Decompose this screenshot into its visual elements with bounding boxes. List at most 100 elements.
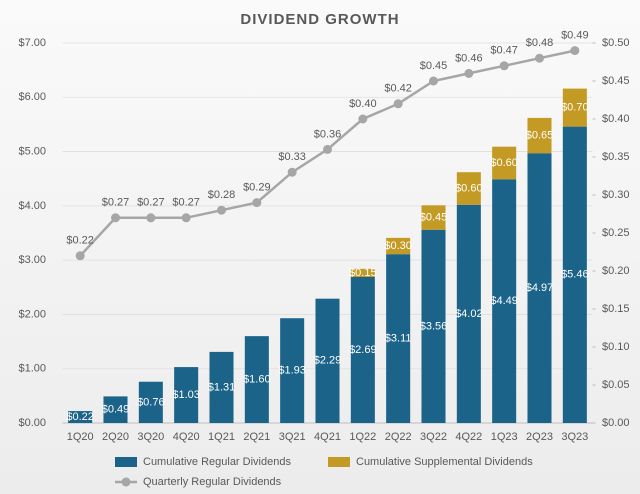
line-point <box>499 61 509 71</box>
line-point <box>111 213 120 223</box>
line-value-label: $0.33 <box>278 151 306 163</box>
bar-value-label: $1.03 <box>172 389 200 401</box>
legend-label: Cumulative Regular Dividends <box>143 456 291 468</box>
bar <box>492 179 517 423</box>
bar <box>350 268 375 277</box>
y2-tick-label: $0.50 <box>602 37 630 49</box>
bar <box>527 117 552 154</box>
line-point <box>252 198 262 208</box>
bar <box>315 298 340 423</box>
y2-tick-label: $0.45 <box>602 75 630 87</box>
chart-title: DIVIDEND GROWTH <box>240 11 399 28</box>
bar <box>527 153 552 423</box>
y2-tick-label: $0.40 <box>602 113 630 125</box>
x-tick-label: 2Q21 <box>243 431 270 443</box>
legend-label: Cumulative Supplemental Dividends <box>356 456 533 468</box>
bar-value-label: $0.22 <box>66 411 94 423</box>
bar <box>174 367 199 423</box>
x-tick-label: 2Q22 <box>385 431 412 443</box>
y-tick-label: $6.00 <box>18 91 46 103</box>
bar <box>138 381 163 423</box>
y-tick-label: $7.00 <box>18 37 46 49</box>
line-value-label: $0.27 <box>102 197 130 209</box>
bar <box>421 229 446 423</box>
x-tick-label: 3Q21 <box>279 431 306 443</box>
y-tick-label: $3.00 <box>18 254 46 266</box>
line-point <box>393 99 403 109</box>
x-tick-label: 1Q21 <box>208 431 235 443</box>
x-tick-label: 2Q23 <box>526 431 553 443</box>
bar <box>209 351 234 423</box>
bar-value-label: $0.76 <box>137 396 165 408</box>
bar-value-label: $2.69 <box>349 344 377 356</box>
bar-value-label: $5.46 <box>561 269 589 281</box>
x-tick-label: 3Q20 <box>137 431 164 443</box>
x-tick-label: 3Q23 <box>561 431 588 443</box>
line-value-label: $0.46 <box>455 52 483 64</box>
bar <box>456 172 481 205</box>
line-value-label: $0.45 <box>420 60 448 72</box>
y2-tick-label: $0.25 <box>602 227 630 239</box>
bar <box>562 126 587 423</box>
line-point <box>75 251 85 261</box>
x-tick-label: 1Q22 <box>349 431 376 443</box>
bar-value-label: $0.49 <box>102 404 130 416</box>
bar-value-label: $4.02 <box>455 308 483 320</box>
line-point <box>146 213 156 223</box>
bar-value-label: $1.60 <box>243 373 271 385</box>
bar-value-label: $3.56 <box>420 320 448 332</box>
line-point <box>323 144 332 154</box>
line-point <box>535 53 544 63</box>
line-point <box>181 213 191 223</box>
bar <box>386 237 411 255</box>
line-value-label: $0.28 <box>208 189 236 201</box>
line-value-label: $0.40 <box>349 98 377 110</box>
bar-value-label: $0.60 <box>455 182 483 194</box>
line-value-label: $0.27 <box>172 197 200 209</box>
line-point <box>464 68 474 78</box>
bar-value-label: $0.60 <box>490 157 518 169</box>
legend-swatch <box>115 457 137 467</box>
bar <box>492 146 517 180</box>
line-value-label: $0.48 <box>526 37 554 49</box>
x-tick-label: 2Q20 <box>102 431 129 443</box>
y2-tick-label: $0.00 <box>602 417 630 429</box>
bar <box>350 276 375 423</box>
line-point <box>570 46 580 56</box>
legend-swatch <box>121 477 131 487</box>
line-point <box>287 167 297 177</box>
bar-value-label: $0.45 <box>420 211 448 223</box>
line-point <box>217 205 226 215</box>
bar <box>456 204 481 423</box>
bar-value-label: $0.65 <box>526 129 554 141</box>
x-tick-label: 4Q22 <box>455 431 482 443</box>
bar <box>103 396 128 423</box>
y-tick-label: $1.00 <box>18 363 46 375</box>
y2-tick-label: $0.05 <box>602 379 630 391</box>
line-value-label: $0.49 <box>561 30 589 42</box>
bar <box>68 411 93 423</box>
line-value-label: $0.22 <box>66 235 94 247</box>
legend-swatch <box>328 457 350 467</box>
x-tick-label: 1Q20 <box>67 431 94 443</box>
line-value-label: $0.36 <box>314 128 342 140</box>
bar-value-label: $2.29 <box>314 355 342 367</box>
bar-value-label: $0.15 <box>349 267 377 279</box>
bar-value-label: $1.93 <box>278 365 306 377</box>
bar <box>280 318 305 423</box>
y2-tick-label: $0.10 <box>602 341 630 353</box>
bar-value-label: $4.49 <box>490 295 518 307</box>
bar-value-label: $3.11 <box>385 332 412 344</box>
bar-value-label: $1.31 <box>208 381 236 393</box>
x-tick-label: 3Q22 <box>420 431 447 443</box>
bar <box>244 336 269 423</box>
y2-tick-label: $0.35 <box>602 151 630 163</box>
x-tick-label: 4Q20 <box>173 431 200 443</box>
y-tick-label: $0.00 <box>18 417 46 429</box>
bar <box>421 205 446 230</box>
bar-value-label: $4.97 <box>526 282 554 294</box>
line-value-label: $0.27 <box>137 197 165 209</box>
x-tick-label: 4Q21 <box>314 431 341 443</box>
line-value-label: $0.42 <box>384 83 412 95</box>
